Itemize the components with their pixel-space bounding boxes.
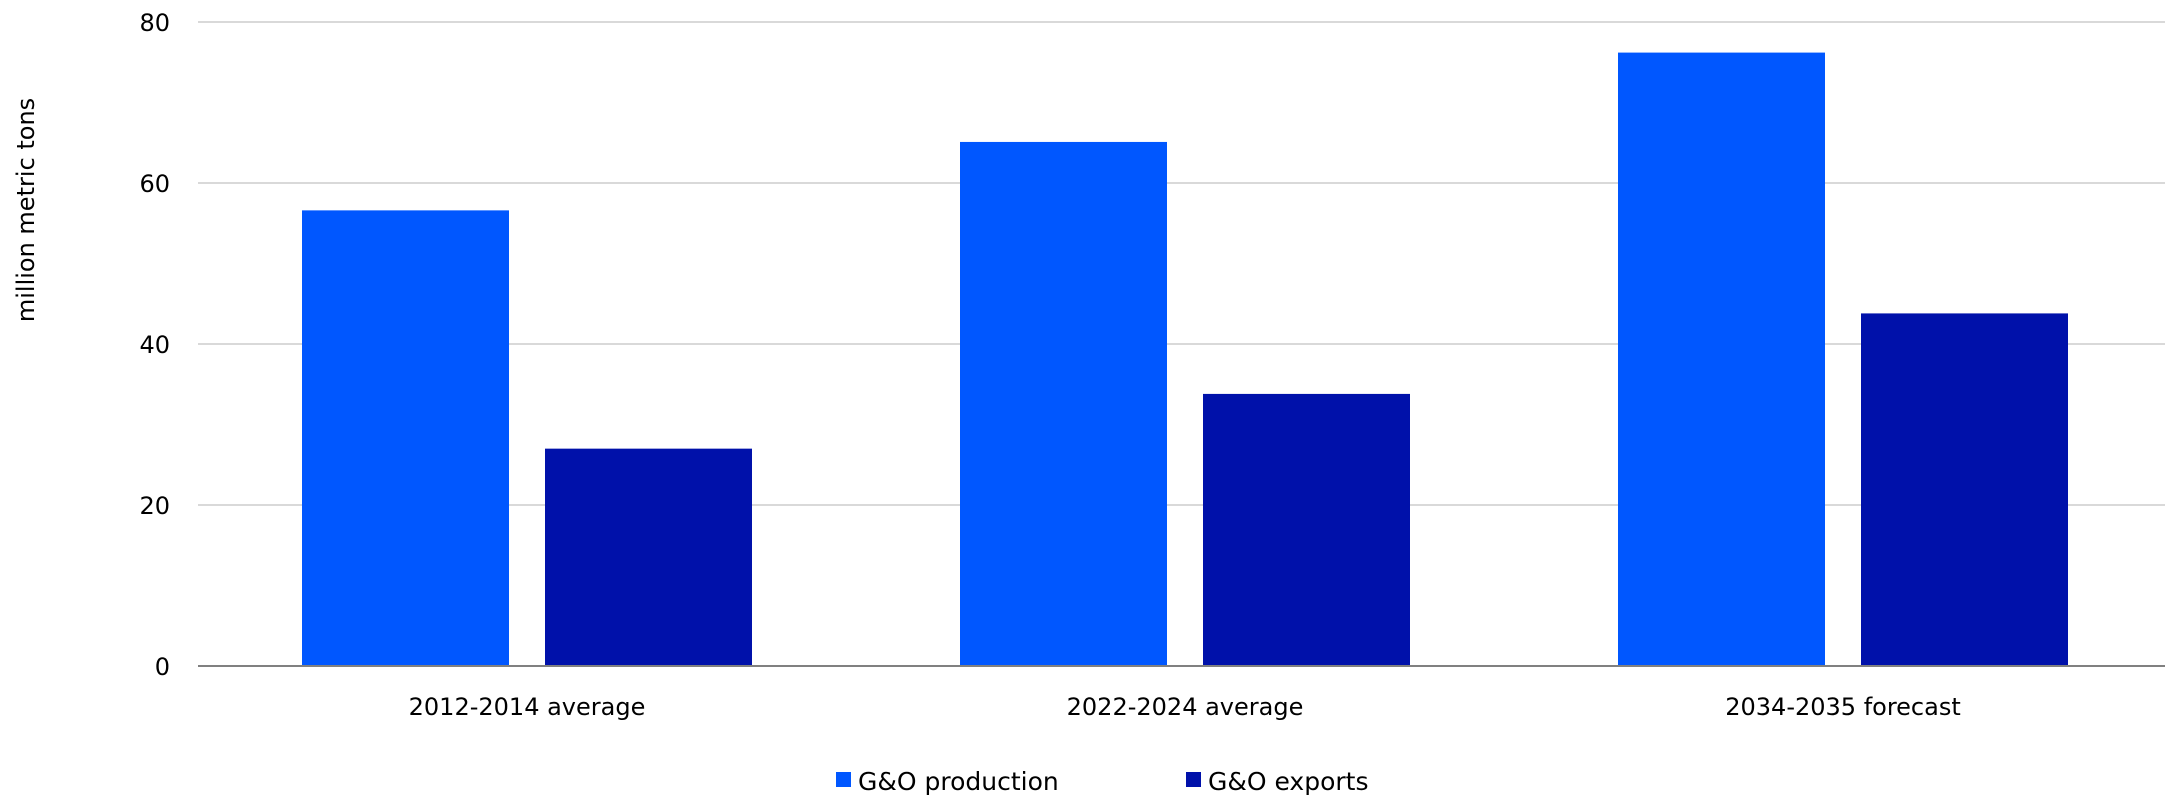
legend-swatch: [836, 772, 851, 787]
bar-production: [960, 141, 1167, 666]
y-tick-label: 60: [139, 170, 170, 198]
x-tick-label: 2012-2014 average: [409, 693, 646, 721]
bar-exports: [545, 448, 752, 666]
legend: G&O production G&O exports: [836, 767, 1369, 796]
bar-production: [1618, 52, 1825, 666]
y-axis-ticks: 0 20 40 60 80: [139, 9, 170, 681]
y-tick-label: 0: [155, 653, 170, 681]
x-tick-label: 2034-2035 forecast: [1725, 693, 1961, 721]
y-tick-label: 20: [139, 492, 170, 520]
legend-item: G&O exports: [1186, 767, 1369, 796]
legend-label: G&O production: [858, 767, 1059, 796]
y-axis-title: million metric tons: [12, 98, 40, 322]
bar-production: [302, 210, 509, 666]
y-tick-label: 40: [139, 331, 170, 359]
x-axis-ticks: 2012-2014 average 2022-2024 average 2034-2…: [409, 693, 1961, 721]
bar-exports: [1203, 393, 1410, 666]
legend-label: G&O exports: [1208, 767, 1369, 796]
y-tick-label: 80: [139, 9, 170, 37]
x-tick-label: 2022-2024 average: [1067, 693, 1304, 721]
legend-swatch: [1186, 772, 1201, 787]
bar-exports: [1861, 313, 2068, 666]
gridlines: [198, 21, 2165, 506]
legend-item: G&O production: [836, 767, 1059, 796]
bars: [302, 52, 2068, 666]
